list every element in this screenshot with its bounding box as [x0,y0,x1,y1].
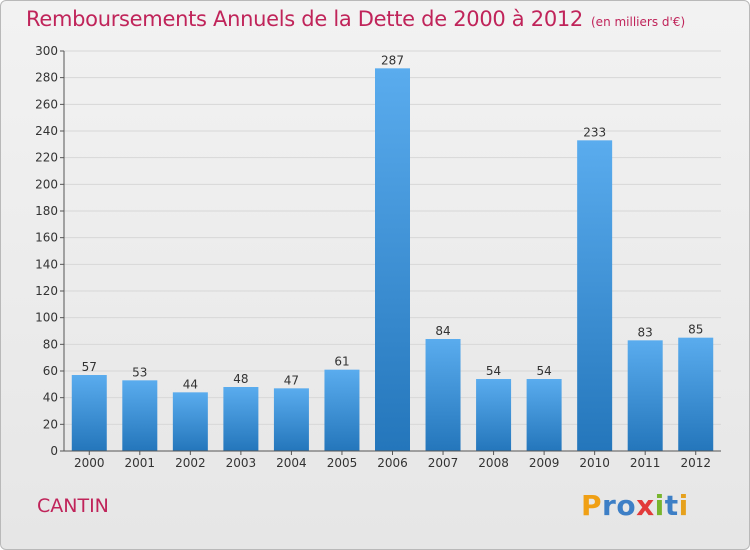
y-tick-label: 180 [35,204,58,218]
y-tick-label: 100 [35,311,58,325]
x-axis: 2000 2001 2002 2003 2004 2005 2006 2007 2008 2009… [64,450,721,470]
logo-letter: i [654,489,665,522]
x-tick-label: 2012 [680,456,711,470]
x-tick-label: 2008 [478,456,509,470]
y-tick-label: 160 [35,231,58,245]
y-axis: 0 20 40 60 80 100 120 140 160 180 200 220 240 260 280 3… [35,44,65,458]
chart-title: Remboursements Annuels de la Dette de 20… [26,7,685,31]
data-label: 47 [284,373,299,387]
x-tick-label: 2006 [377,456,408,470]
y-tick-label: 300 [35,44,58,58]
data-label: 53 [132,365,147,379]
data-label: 84 [435,324,450,338]
x-tick-label: 2002 [175,456,206,470]
y-tick-label: 240 [35,124,58,138]
bar-2002 [172,392,208,451]
bar-2010 [577,140,613,452]
x-tick-label: 2004 [276,456,307,470]
bar-2007 [425,339,461,451]
chart-subtitle: (en milliers d'€) [591,15,686,29]
x-tick-label: 2009 [529,456,560,470]
y-tick-label: 20 [43,417,58,431]
x-tick-label: 2007 [428,456,459,470]
y-tick-label: 260 [35,97,58,111]
bar-2012 [678,337,714,451]
logo-letter: r [602,489,617,522]
y-tick-label: 220 [35,151,58,165]
logo-letter: x [636,489,655,522]
y-tick-label: 200 [35,177,58,191]
y-tick-label: 140 [35,257,58,271]
bar-2004 [273,388,309,451]
commune-name: CANTIN [37,495,109,517]
x-tick-label: 2011 [630,456,661,470]
y-tick-label: 120 [35,284,58,298]
data-label: 233 [583,125,606,139]
bar-2006 [375,68,410,451]
y-tick-label: 40 [43,391,58,405]
y-tick-label: 0 [50,444,58,458]
data-label: 83 [638,325,653,339]
data-label: 54 [486,364,501,378]
bars: 57 53 44 48 47 61 287 84 54 54 233 83 85 [71,53,714,452]
logo-letter: i [678,489,689,522]
data-label: 61 [334,355,349,369]
x-tick-label: 2010 [579,456,610,470]
data-label: 44 [183,377,198,391]
logo-letter: P [581,489,603,522]
bar-2009 [526,379,562,451]
y-tick-label: 280 [35,71,58,85]
data-label: 54 [536,364,551,378]
bar-2008 [476,379,512,451]
bar-2001 [122,380,158,451]
x-tick-label: 2005 [327,456,358,470]
data-label: 85 [688,323,703,337]
logo-letter: o [616,489,637,522]
chart-title-text: Remboursements Annuels de la Dette de 20… [26,7,583,31]
bar-2011 [627,340,663,451]
data-label: 48 [233,372,248,386]
data-label: 57 [82,360,97,374]
bar-2003 [223,387,259,451]
bar-2000 [71,375,107,451]
y-tick-label: 60 [43,364,58,378]
x-tick-label: 2001 [125,456,156,470]
bar-2005 [324,369,360,451]
x-tick-label: 2000 [74,456,105,470]
data-label: 287 [381,53,404,67]
proxiti-logo: Proxiti [581,489,689,522]
y-tick-label: 80 [43,337,58,351]
x-tick-label: 2003 [226,456,257,470]
logo-letter: t [664,489,679,522]
